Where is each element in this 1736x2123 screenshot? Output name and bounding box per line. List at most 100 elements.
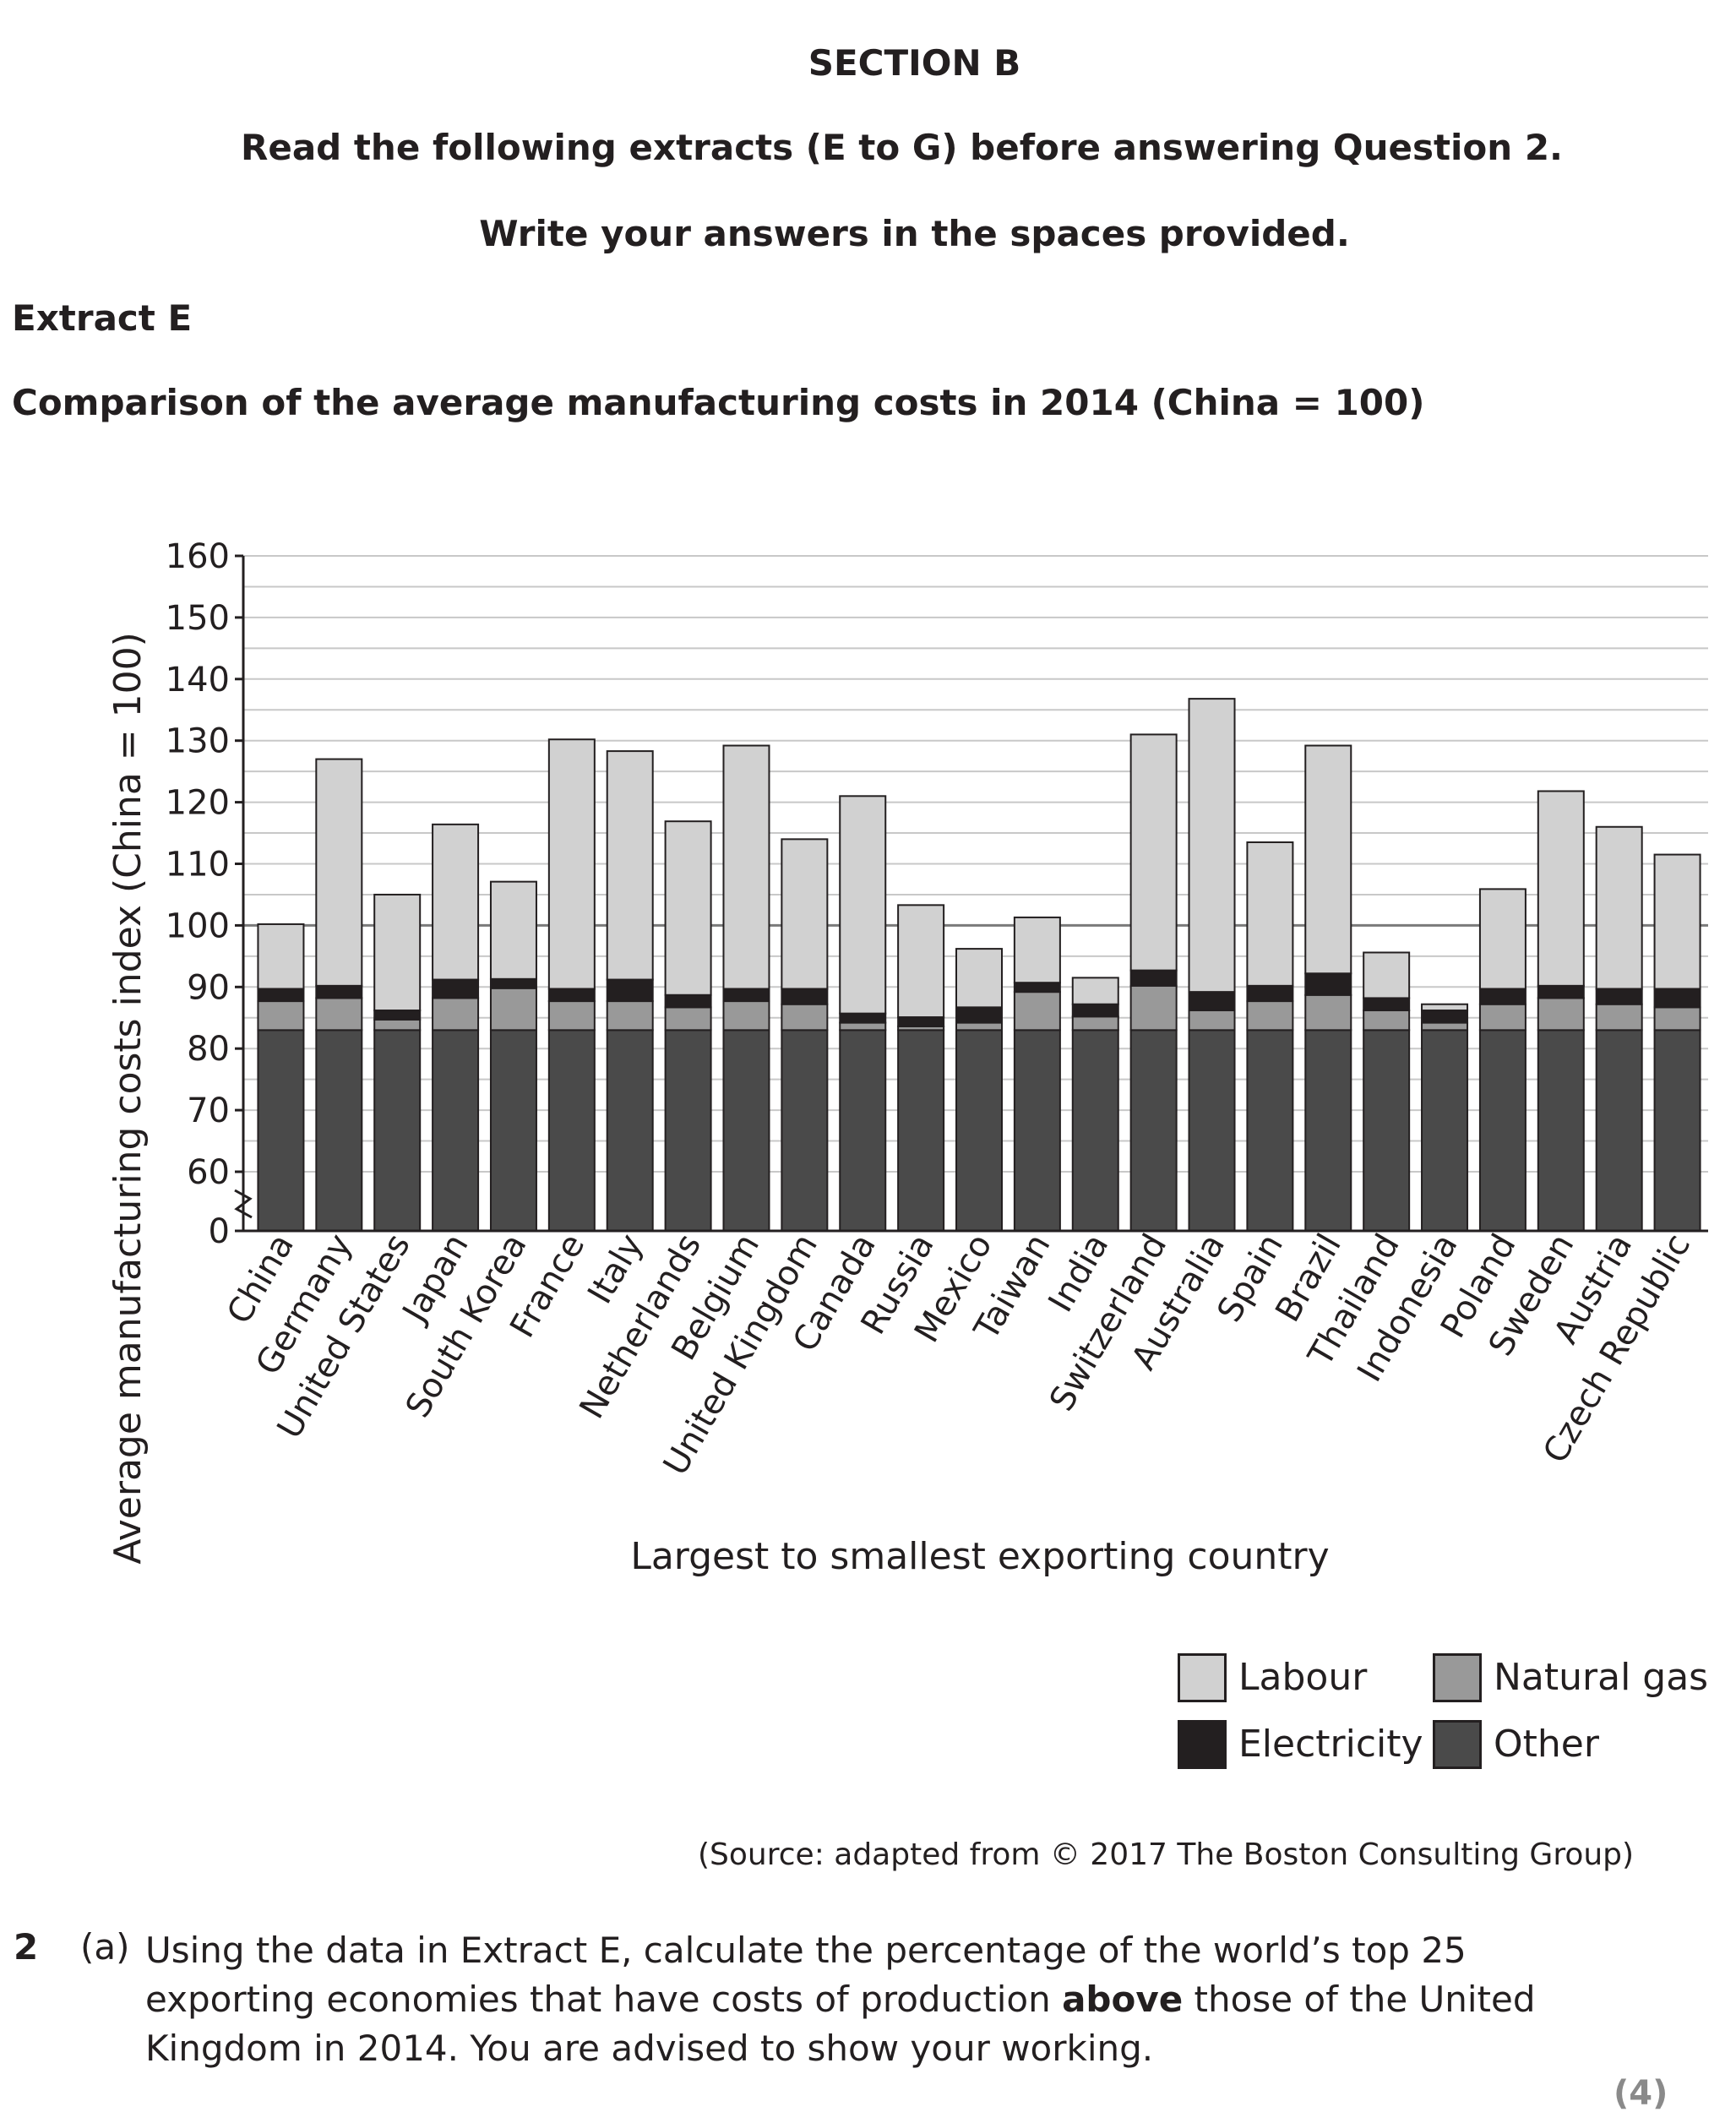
y-tick-label: 90 (187, 968, 230, 1007)
y-tick-label: 150 (166, 599, 230, 638)
bar-other-czech-republic (1653, 1029, 1701, 1233)
bar-electricity-japan (432, 978, 480, 999)
bar-labour-thailand (1363, 951, 1411, 999)
bar-other-united-states (373, 1029, 422, 1233)
legend-swatch-labour (1178, 1653, 1227, 1702)
bar-natural-gas-brazil (1304, 993, 1352, 1032)
bar-other-mexico (955, 1029, 1003, 1233)
bar-labour-united-states (373, 893, 422, 1012)
question-line-1: Using the data in Extract E, calculate t… (145, 1930, 1467, 1971)
bar-natural-gas-united-states (373, 1018, 422, 1032)
bar-natural-gas-indonesia (1421, 1021, 1469, 1032)
question-number: 2 (14, 1926, 39, 1968)
y-tick-label: 160 (166, 537, 230, 576)
bar-electricity-canada (839, 1012, 887, 1024)
bar-electricity-india (1071, 1003, 1119, 1018)
bar-natural-gas-japan (432, 997, 480, 1032)
read-instruction: Read the following extracts (E to G) bef… (241, 127, 1563, 168)
bar-labour-sweden (1537, 790, 1585, 987)
bar-labour-netherlands (664, 820, 712, 996)
bar-natural-gas-germany (315, 997, 363, 1032)
bar-natural-gas-czech-republic (1653, 1006, 1701, 1032)
bar-other-indonesia (1421, 1029, 1469, 1233)
bar-labour-switzerland (1129, 733, 1178, 972)
bar-other-thailand (1363, 1029, 1411, 1233)
bar-natural-gas-switzerland (1129, 984, 1178, 1032)
bar-other-china (257, 1029, 305, 1233)
bar-electricity-south-korea (489, 977, 537, 989)
bar-other-brazil (1304, 1029, 1352, 1233)
bar-labour-belgium (722, 744, 770, 990)
bar-labour-austria (1595, 825, 1643, 990)
bar-other-netherlands (664, 1029, 712, 1233)
extract-label: Extract E (12, 297, 193, 339)
bar-labour-mexico (955, 948, 1003, 1009)
bar-natural-gas-belgium (722, 1000, 770, 1032)
bar-electricity-austria (1595, 988, 1643, 1005)
chart-title: Comparison of the average manufacturing … (12, 382, 1425, 423)
bar-electricity-poland (1478, 988, 1526, 1005)
bar-labour-india (1071, 977, 1119, 1005)
bar-natural-gas-canada (839, 1021, 887, 1032)
bar-electricity-indonesia (1421, 1010, 1469, 1024)
bar-labour-brazil (1304, 744, 1352, 975)
write-instruction: Write your answers in the spaces provide… (479, 213, 1350, 254)
bar-labour-china (257, 923, 305, 990)
bar-electricity-taiwan (1013, 982, 1061, 993)
bar-natural-gas-south-korea (489, 987, 537, 1032)
bar-electricity-sweden (1537, 984, 1585, 999)
bar-other-switzerland (1129, 1029, 1178, 1233)
legend-swatch-other (1433, 1720, 1482, 1769)
y-tick-label: 70 (187, 1091, 230, 1130)
y-tick-label: 120 (166, 784, 230, 823)
bar-other-sweden (1537, 1029, 1585, 1233)
bar-labour-canada (839, 795, 887, 1015)
bar-other-france (547, 1029, 596, 1233)
bar-electricity-switzerland (1129, 969, 1178, 987)
bar-electricity-united-states (373, 1010, 422, 1021)
axis-break-mark (234, 1189, 253, 1219)
bar-electricity-czech-republic (1653, 988, 1701, 1009)
bar-electricity-mexico (955, 1006, 1003, 1024)
bar-electricity-germany (315, 984, 363, 999)
bar-natural-gas-china (257, 1000, 305, 1032)
bar-other-south-korea (489, 1029, 537, 1233)
bar-natural-gas-spain (1246, 1000, 1294, 1032)
bar-electricity-italy (606, 978, 654, 1003)
bar-natural-gas-poland (1478, 1003, 1526, 1032)
bar-labour-south-korea (489, 880, 537, 980)
bar-natural-gas-mexico (955, 1021, 1003, 1032)
emphasis-above: above (1062, 1979, 1184, 2020)
bar-labour-poland (1478, 888, 1526, 990)
x-axis-label: Largest to smallest exporting country (630, 1535, 1329, 1578)
legend-swatch-natural-gas (1433, 1653, 1482, 1702)
bar-labour-france (547, 738, 596, 990)
bar-other-canada (839, 1029, 887, 1233)
bar-electricity-belgium (722, 988, 770, 1003)
bar-natural-gas-thailand (1363, 1010, 1411, 1032)
y-axis-label: Average manufacturing costs index (China… (106, 632, 150, 1565)
bar-electricity-united-kingdom (781, 988, 829, 1005)
bar-other-australia (1188, 1029, 1236, 1233)
question-line-2: exporting economies that have costs of p… (145, 1979, 1536, 2020)
bar-electricity-australia (1188, 991, 1236, 1012)
bar-electricity-france (547, 988, 596, 1003)
legend-label-labour: Labour (1238, 1656, 1368, 1699)
bar-labour-czech-republic (1653, 853, 1701, 990)
bar-electricity-spain (1246, 984, 1294, 1003)
bar-other-italy (606, 1029, 654, 1233)
bar-natural-gas-france (547, 1000, 596, 1032)
bars (257, 698, 1701, 1233)
stacked-bar-chart: 0 60 70 80 90 100 110 120 130 140 150 160 ChinaGerm… (106, 537, 1708, 1578)
bar-labour-japan (432, 823, 480, 981)
bar-other-united-kingdom (781, 1029, 829, 1233)
bar-labour-italy (606, 750, 654, 981)
bar-other-russia (897, 1029, 945, 1233)
bar-electricity-china (257, 988, 305, 1003)
y-tick-label: 60 (187, 1153, 230, 1192)
y-tick-label: 130 (166, 722, 230, 761)
legend-label-electricity: Electricity (1238, 1723, 1423, 1766)
bar-natural-gas-united-kingdom (781, 1003, 829, 1032)
bar-other-belgium (722, 1029, 770, 1233)
